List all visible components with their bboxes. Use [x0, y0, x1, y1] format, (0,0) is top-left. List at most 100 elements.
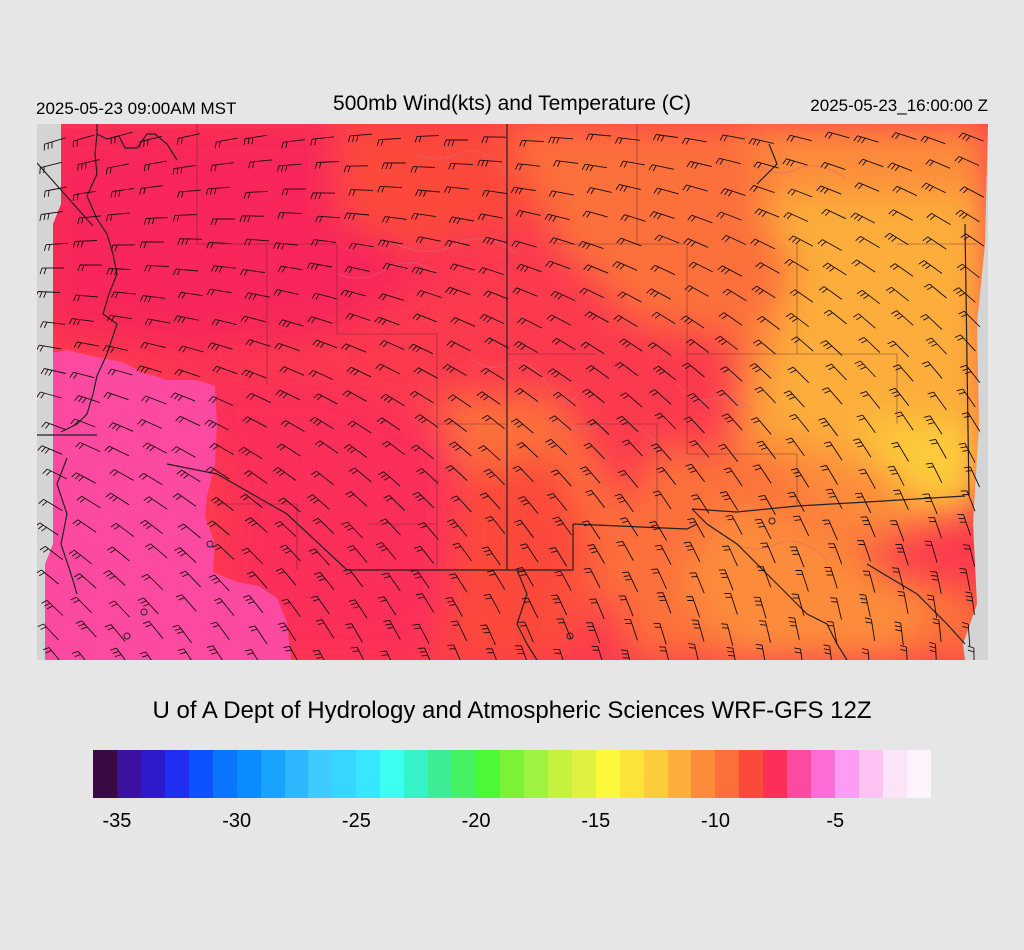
wind-barb [244, 292, 270, 301]
wind-barb [310, 239, 336, 246]
wind-barb [103, 391, 129, 401]
wind-barb [477, 159, 503, 167]
wind-barb [960, 233, 985, 247]
wind-barb [477, 213, 503, 221]
wind-barb [348, 467, 372, 483]
wind-barb [414, 414, 439, 428]
wind-barb [243, 134, 267, 145]
wind-barb [483, 290, 509, 300]
wind-barb [37, 445, 63, 455]
wind-barb [653, 622, 667, 645]
wind-barb [783, 212, 809, 222]
wind-barb [413, 367, 438, 379]
wind-barb [72, 190, 96, 201]
colorbar-swatch [308, 750, 333, 798]
wind-barb [139, 651, 152, 660]
wind-barb [310, 136, 334, 146]
wind-barb [512, 465, 534, 483]
wind-barb [380, 650, 392, 660]
wind-barb [925, 462, 943, 484]
wind-barb [248, 159, 272, 169]
wind-barb [654, 234, 680, 244]
wind-barb [581, 388, 605, 404]
wind-barb [858, 337, 881, 353]
colorbar-swatch [93, 750, 117, 798]
wind-barb [412, 623, 430, 645]
wind-barb [175, 594, 197, 612]
wind-barb [143, 160, 167, 172]
wind-barb [452, 542, 472, 562]
wind-barb [109, 469, 134, 481]
wind-barb [823, 644, 832, 660]
wind-barb [549, 547, 568, 567]
wind-barb [900, 644, 908, 660]
wind-barb [653, 187, 679, 195]
wind-barb [545, 260, 571, 270]
wind-barb [721, 413, 743, 431]
wind-barb [283, 645, 298, 660]
wind-barb [484, 337, 509, 349]
wind-barb [921, 182, 947, 194]
wind-barb [544, 213, 570, 222]
wind-barb [579, 466, 601, 484]
wind-barb [205, 186, 231, 196]
wind-barb [787, 366, 810, 384]
wind-barb [892, 364, 914, 382]
wind-barb [206, 288, 232, 296]
wind-barb [791, 593, 805, 616]
colorbar-swatch [332, 750, 357, 798]
wind-barb [818, 417, 838, 437]
wind-barb [548, 136, 574, 144]
wind-barb [892, 185, 918, 197]
wind-barb [244, 238, 270, 246]
wind-barb [108, 422, 134, 432]
wind-barb [315, 619, 335, 639]
wind-barb [314, 571, 335, 590]
wind-barb [442, 364, 467, 376]
wind-barb [478, 445, 501, 461]
wind-barb [854, 360, 876, 378]
wind-barb [105, 492, 130, 506]
wind-barb [619, 160, 645, 168]
wind-barb [580, 341, 605, 355]
wind-barb [581, 163, 607, 172]
wind-barb [681, 362, 705, 378]
wind-barb [207, 342, 233, 351]
wind-barb [756, 440, 776, 460]
wind-barb [897, 590, 909, 614]
wind-barb [656, 592, 672, 614]
wind-barb [139, 136, 162, 148]
colorbar-swatch [787, 750, 812, 798]
colorbar-swatch [212, 750, 237, 798]
wind-barb [887, 162, 913, 172]
wind-barb [518, 621, 534, 643]
wind-barb [927, 594, 938, 618]
wind-barb [962, 544, 976, 567]
wind-barb [648, 164, 674, 172]
wind-barb [652, 365, 676, 381]
wind-barb [550, 469, 572, 487]
wind-barb [546, 314, 571, 326]
wind-barb [139, 185, 163, 195]
wind-barb [77, 264, 103, 272]
wind-barb [721, 234, 747, 246]
wind-barb [817, 239, 842, 251]
wind-barb [691, 619, 705, 642]
wind-barb [720, 188, 746, 197]
wind-barb [143, 620, 164, 639]
wind-barb [651, 311, 676, 325]
colorbar-swatch [523, 750, 548, 798]
wind-barb [930, 571, 942, 594]
wind-barb [918, 260, 943, 274]
wind-barb [956, 263, 980, 279]
wind-barb [656, 466, 677, 485]
wind-barb [346, 545, 368, 563]
wind-barb [823, 309, 847, 325]
wind-barb [516, 263, 542, 273]
wind-barb [784, 259, 809, 271]
wind-barb [379, 340, 405, 350]
wind-barb [409, 390, 434, 404]
wind-barb [214, 137, 238, 149]
wind-barb [381, 216, 407, 223]
wind-barb [39, 321, 65, 329]
